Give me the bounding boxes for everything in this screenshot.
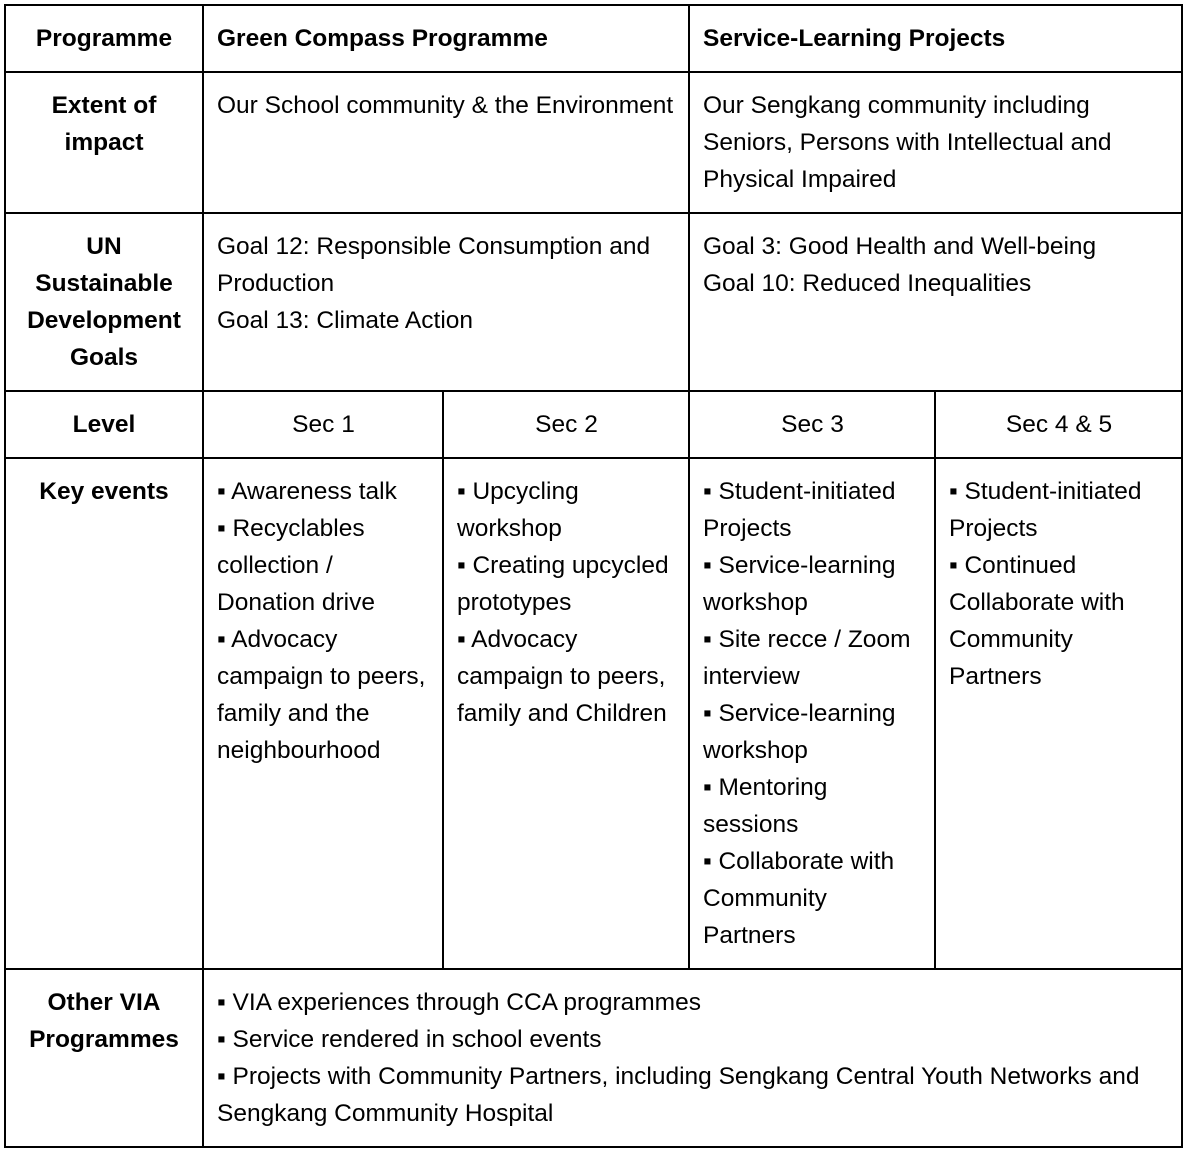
event-item: ▪ Continued Collaborate with Community P… bbox=[949, 552, 1125, 690]
goal-item: Goal 13: Climate Action bbox=[217, 307, 474, 334]
sdg-label-line: Sustainable bbox=[35, 270, 173, 297]
goal-item: Goal 3: Good Health and Well-being bbox=[703, 233, 1097, 260]
green-compass-goals: Goal 12: Responsible Consumption and Pro… bbox=[202, 212, 690, 392]
event-item: ▪ Upcycling workshop bbox=[457, 478, 579, 542]
level-sec1: Sec 1 bbox=[202, 390, 444, 459]
programme-row-label: Programme bbox=[4, 4, 204, 73]
key-events-sec1: ▪ Awareness talk ▪ Recyclables collectio… bbox=[202, 457, 444, 970]
green-compass-extent: Our School community & the Environment bbox=[202, 71, 690, 214]
green-compass-heading: Green Compass Programme bbox=[202, 4, 690, 73]
other-via-item: ▪ Projects with Community Partners, incl… bbox=[217, 1063, 1140, 1127]
event-item: ▪ Recyclables collection / Donation driv… bbox=[217, 515, 375, 616]
other-via-label-line: Other VIA bbox=[47, 989, 161, 1016]
sdg-label-line: Goals bbox=[69, 344, 139, 371]
extent-label-line: Extent of bbox=[51, 92, 157, 119]
sdg-row: UN Sustainable Development Goals Goal 12… bbox=[4, 212, 1184, 392]
sdg-label-line: Development bbox=[27, 307, 181, 334]
other-via-label-line: Programmes bbox=[29, 1026, 179, 1053]
level-sec3: Sec 3 bbox=[688, 390, 936, 459]
event-item: ▪ Mentoring sessions bbox=[703, 774, 828, 838]
event-item: ▪ Advocacy campaign to peers, family and… bbox=[217, 626, 426, 764]
key-events-row-label: Key events bbox=[4, 457, 204, 970]
extent-label-line: impact bbox=[64, 129, 144, 156]
goal-item: Goal 12: Responsible Consumption and Pro… bbox=[217, 233, 651, 297]
via-programmes-table: Programme Green Compass Programme Servic… bbox=[4, 4, 1184, 1148]
event-item: ▪ Student-initiated Projects bbox=[949, 478, 1142, 542]
key-events-sec45: ▪ Student-initiated Projects ▪ Continued… bbox=[933, 457, 1184, 970]
level-sec2: Sec 2 bbox=[442, 390, 690, 459]
event-item: ▪ Creating upcycled prototypes bbox=[457, 552, 669, 616]
other-via-item: ▪ Service rendered in school events bbox=[217, 1026, 602, 1053]
goal-item: Goal 10: Reduced Inequalities bbox=[703, 270, 1032, 297]
key-events-sec3: ▪ Student-initiated Projects ▪ Service-l… bbox=[688, 457, 936, 970]
service-learning-heading: Service-Learning Projects bbox=[687, 4, 1184, 73]
key-events-row: Key events ▪ Awareness talk ▪ Recyclable… bbox=[4, 457, 1184, 970]
other-via-items: ▪ VIA experiences through CCA programmes… bbox=[201, 968, 1184, 1148]
service-learning-goals: Goal 3: Good Health and Well-being Goal … bbox=[687, 212, 1184, 392]
event-item: ▪ Advocacy campaign to peers, family and… bbox=[457, 626, 667, 727]
other-via-row: Other VIA Programmes ▪ VIA experiences t… bbox=[4, 968, 1184, 1148]
event-item: ▪ Student-initiated Projects bbox=[703, 478, 896, 542]
service-learning-extent: Our Sengkang community including Seniors… bbox=[687, 71, 1184, 214]
event-item: ▪ Service-learning workshop bbox=[703, 700, 896, 764]
level-sec45: Sec 4 & 5 bbox=[933, 390, 1184, 459]
event-item: ▪ Collaborate with Community Partners bbox=[703, 848, 895, 949]
event-item: ▪ Site recce / Zoom interview bbox=[703, 626, 911, 690]
programme-row: Programme Green Compass Programme Servic… bbox=[4, 4, 1184, 73]
other-via-row-label: Other VIA Programmes bbox=[4, 968, 204, 1148]
extent-row-label: Extent of impact bbox=[4, 71, 204, 214]
level-row: Level Sec 1 Sec 2 Sec 3 Sec 4 & 5 bbox=[4, 390, 1184, 459]
key-events-sec2: ▪ Upcycling workshop ▪ Creating upcycled… bbox=[442, 457, 690, 970]
extent-row: Extent of impact Our School community & … bbox=[4, 71, 1184, 214]
level-row-label: Level bbox=[4, 390, 204, 459]
event-item: ▪ Awareness talk bbox=[217, 478, 397, 505]
other-via-item: ▪ VIA experiences through CCA programmes bbox=[217, 989, 701, 1016]
sdg-label-line: UN bbox=[86, 233, 122, 260]
event-item: ▪ Service-learning workshop bbox=[703, 552, 896, 616]
sdg-row-label: UN Sustainable Development Goals bbox=[4, 212, 204, 392]
